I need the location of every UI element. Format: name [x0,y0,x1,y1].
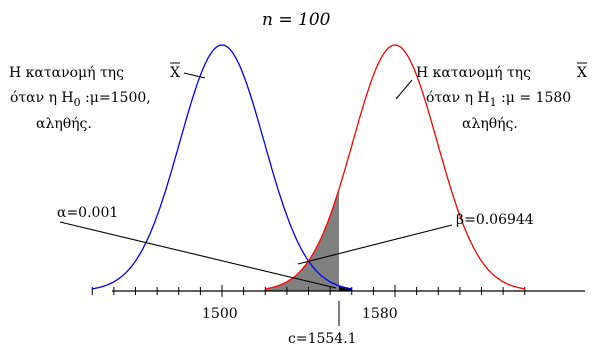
alpha-pointer-line [59,221,337,289]
h0-line2: όταν η H0 :μ=1500, [10,90,151,109]
h1-annotation: Η κατανομή της X όταν η H1 :μ = 1580 αλη… [416,62,587,132]
h0-line3: αληθής. [36,116,92,132]
h1-distribution-curve [265,44,525,290]
critical-value-label: c=1554.1 [288,331,357,347]
h0-xbar: X [170,65,180,81]
tick-label-1580: 1580 [362,306,398,322]
sample-size-title: n = 100 [262,10,331,30]
h0-line1: Η κατανομή της [9,65,124,81]
beta-region [265,189,339,291]
axis-minor-ticks [91,285,526,297]
h1-line2: όταν η H1 :μ = 1580 [426,90,571,109]
h1-line3: αληθής. [462,116,518,132]
beta-label: β=0.06944 [456,212,534,228]
h0-annotation: Η κατανομή της X όταν η H0 :μ=1500, αληθ… [9,62,180,132]
h0-pointer-line [183,72,206,79]
alpha-label: α=0.001 [57,205,118,221]
beta-pointer-line [297,224,453,265]
h0-distribution-curve [92,44,352,290]
h1-line1: Η κατανομή της [416,65,531,81]
h1-pointer-line [395,79,413,100]
h1-xbar: X [577,65,587,81]
tick-label-1500: 1500 [202,306,238,322]
